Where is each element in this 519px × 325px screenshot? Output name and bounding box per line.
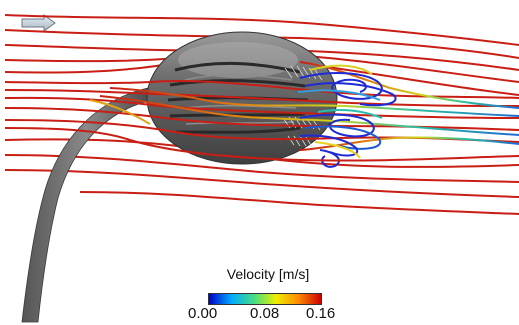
streamline — [4, 154, 519, 183]
colorbar-tick-max: 0.16 — [306, 305, 336, 322]
colorbar-tick-min: 0.00 — [188, 305, 218, 322]
streamline — [79, 191, 519, 215]
support-stalk — [21, 87, 153, 323]
right-arrow-icon — [21, 14, 56, 32]
streamlines-front — [4, 61, 519, 151]
colorbar-gradient — [208, 293, 322, 305]
streamline — [4, 29, 519, 59]
streamline — [299, 136, 519, 151]
streamline — [109, 87, 519, 117]
streamline — [89, 99, 151, 125]
streamline — [99, 95, 519, 136]
streamline — [4, 127, 519, 162]
streamline — [4, 107, 519, 131]
streamline — [4, 14, 519, 46]
streamline — [4, 169, 519, 198]
colorbar-title: Velocity [m/s] — [226, 266, 310, 282]
velocity-colorbar: Velocity [m/s] 0.00 0.08 0.16 — [188, 266, 348, 324]
streamlines-lower — [4, 99, 519, 162]
colorbar-tick-mid: 0.08 — [250, 305, 280, 322]
streamline — [4, 89, 519, 107]
streamline — [299, 61, 519, 109]
